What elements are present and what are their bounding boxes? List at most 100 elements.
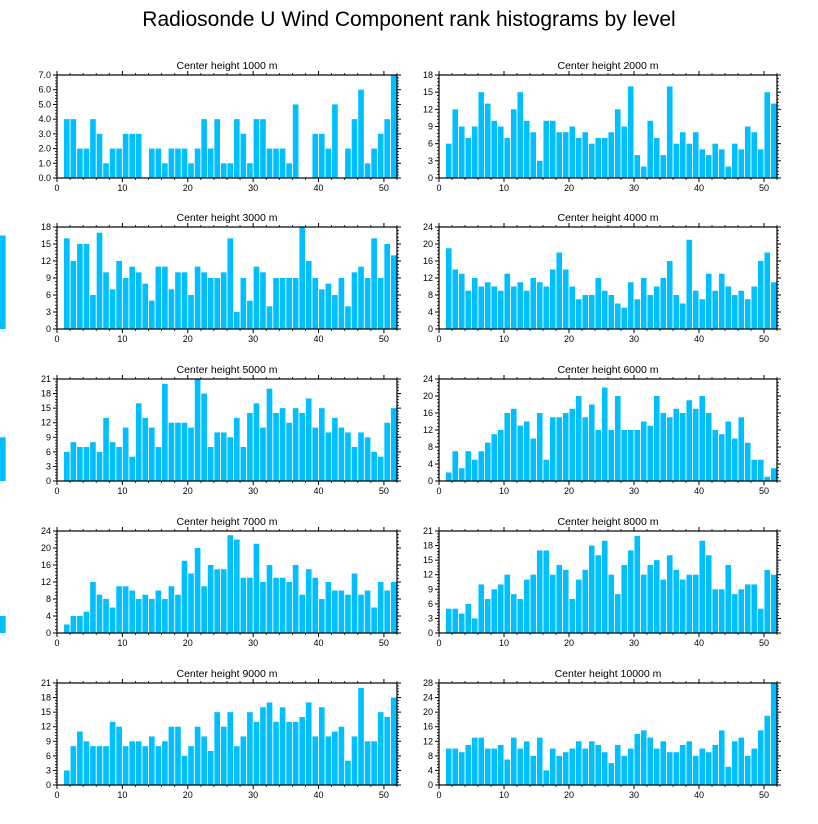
histogram-bar <box>699 748 706 785</box>
histogram-panel: Center height 7000 m 0 4 8 12 16 20 24 0 10 20 30 40… <box>0 516 401 648</box>
histogram-bar <box>601 387 608 481</box>
histogram-bar <box>504 413 511 481</box>
histogram-bar <box>83 244 90 329</box>
histogram-bar <box>751 286 758 329</box>
histogram-bar <box>458 468 465 481</box>
histogram-bar <box>325 736 332 785</box>
histogram-bar <box>530 278 537 329</box>
histogram-bar <box>377 278 384 329</box>
y-tick-label: 28 <box>423 678 433 688</box>
y-tick-label: 20 <box>423 239 433 249</box>
histogram-bar <box>233 539 240 633</box>
histogram-bar <box>279 577 286 633</box>
histogram-bar <box>504 137 511 178</box>
histogram-bar <box>325 283 332 329</box>
histogram-bar <box>325 148 332 178</box>
histogram-bar <box>497 430 504 481</box>
y-tick-label: 6 <box>428 599 433 609</box>
histogram-panel: Center height 8000 m 0 3 6 9 12 15 18 21 0 10 20 30 4… <box>423 516 781 648</box>
histogram-bar <box>63 451 70 481</box>
histogram-bar <box>207 447 214 481</box>
histogram-bar <box>673 752 680 785</box>
histogram-bar <box>647 565 654 633</box>
histogram-bar <box>90 746 96 785</box>
y-tick-label: 3 <box>46 307 51 317</box>
y-tick-label: 15 <box>41 403 51 413</box>
histogram-bar <box>273 577 279 633</box>
histogram-bar <box>705 752 712 785</box>
x-tick-label: 30 <box>629 638 639 648</box>
histogram-bar <box>122 746 129 785</box>
histogram-bar <box>491 286 498 329</box>
histogram-bar <box>377 582 384 633</box>
x-tick-label: 50 <box>379 334 389 344</box>
y-tick-label: 18 <box>423 70 433 80</box>
histogram-bar <box>70 119 77 178</box>
histogram-bar <box>266 148 273 178</box>
histogram-bar <box>201 119 207 178</box>
histogram-bar <box>491 120 498 178</box>
histogram-bar <box>345 148 351 178</box>
histogram-bar <box>233 746 240 785</box>
histogram-bar <box>266 306 273 329</box>
y-tick-label: 3 <box>428 613 433 623</box>
histogram-bar <box>260 707 266 785</box>
histogram-bar <box>530 438 537 481</box>
histogram-bar <box>634 430 641 481</box>
y-tick-label: 24 <box>41 526 51 536</box>
histogram-bar <box>731 438 738 481</box>
x-tick-label: 20 <box>564 790 574 800</box>
histogram-bar <box>699 396 706 481</box>
x-tick-label: 0 <box>54 486 59 496</box>
histogram-bar <box>207 278 214 329</box>
histogram-bar <box>744 126 751 178</box>
histogram-bar <box>305 398 312 481</box>
histogram-bar <box>666 417 673 481</box>
x-tick-label: 20 <box>183 790 193 800</box>
histogram-bar <box>207 148 214 178</box>
x-tick-label: 50 <box>759 790 769 800</box>
histogram-bar <box>523 120 530 178</box>
histogram-bar <box>240 447 247 481</box>
histogram-bar <box>286 422 292 481</box>
histogram-bar <box>377 712 384 785</box>
histogram-bar <box>83 447 90 481</box>
histogram-bar <box>109 607 116 633</box>
histogram-bar <box>207 565 214 633</box>
histogram-bar <box>712 430 719 481</box>
histogram-bar <box>227 712 234 785</box>
histogram-bar <box>627 86 634 178</box>
histogram-bar <box>764 569 771 633</box>
y-tick-label: 6 <box>46 751 51 761</box>
histogram-bar <box>0 437 6 481</box>
y-tick-label: 0 <box>46 476 51 486</box>
histogram-bar <box>253 266 260 329</box>
histogram-bar <box>247 712 253 785</box>
histogram-bar <box>90 442 96 481</box>
histogram-bar <box>109 442 116 481</box>
histogram-bar <box>233 119 240 178</box>
y-tick-label: 16 <box>423 256 433 266</box>
histogram-bar <box>214 432 221 481</box>
histogram-bar <box>653 137 660 178</box>
histogram-bar <box>653 286 660 329</box>
histogram-bar <box>543 459 550 481</box>
x-tick-label: 30 <box>629 486 639 496</box>
x-tick-label: 30 <box>248 638 258 648</box>
y-tick-label: 18 <box>41 222 51 232</box>
histogram-bar <box>666 752 673 785</box>
histogram-bar <box>168 422 175 481</box>
histogram-bar <box>175 594 181 633</box>
histogram-bar <box>465 290 472 329</box>
histogram-bar <box>260 582 266 633</box>
histogram-bar <box>712 143 719 178</box>
histogram-bar <box>168 289 175 329</box>
histogram-bar <box>194 266 201 329</box>
histogram-panel: Center height 5000 m 0 3 6 9 12 15 18 21 0 10 20 30 4… <box>0 364 401 496</box>
x-tick-label: 30 <box>629 790 639 800</box>
histogram-bar <box>305 702 312 785</box>
x-tick-label: 10 <box>499 183 509 193</box>
histogram-bar <box>718 434 725 481</box>
y-tick-label: 12 <box>423 736 433 746</box>
histogram-bar <box>679 579 686 633</box>
